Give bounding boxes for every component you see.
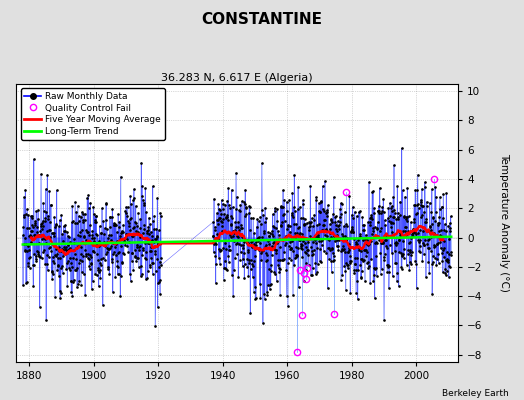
Title: 36.283 N, 6.617 E (Algeria): 36.283 N, 6.617 E (Algeria) [161,73,313,83]
Text: CONSTANTINE: CONSTANTINE [202,12,322,27]
Text: Berkeley Earth: Berkeley Earth [442,389,508,398]
Legend: Raw Monthly Data, Quality Control Fail, Five Year Moving Average, Long-Term Tren: Raw Monthly Data, Quality Control Fail, … [21,88,165,140]
Y-axis label: Temperature Anomaly (°C): Temperature Anomaly (°C) [499,154,509,292]
